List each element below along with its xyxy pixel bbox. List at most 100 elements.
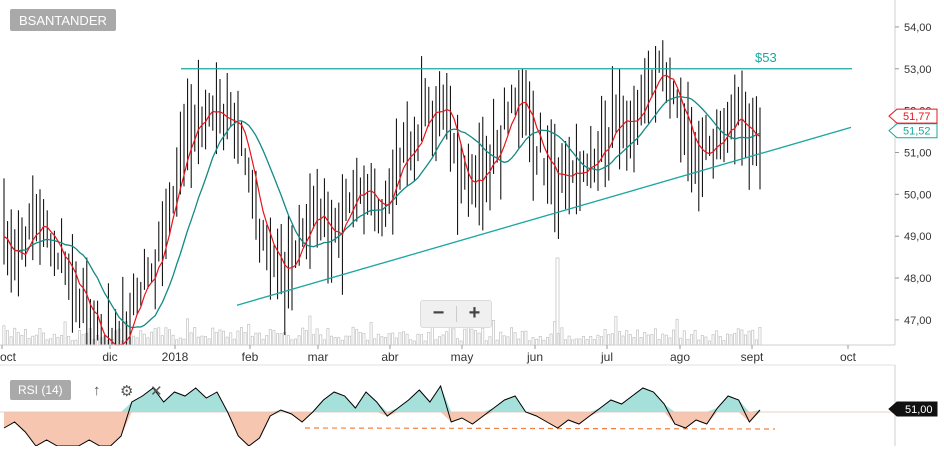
volume-bar [672, 329, 676, 346]
slow-moving-average-line [3, 96, 761, 329]
volume-bar [301, 327, 305, 346]
volume-bar [257, 332, 261, 346]
rsi-value-box [888, 401, 938, 417]
volume-bar [520, 331, 524, 346]
volume-bar [347, 335, 351, 346]
volume-bar [600, 336, 604, 346]
volume-bar [311, 334, 315, 346]
volume-bar [243, 332, 247, 346]
volume-bar [546, 337, 550, 346]
volume-bar [45, 339, 49, 346]
volume-bar [574, 338, 578, 346]
volume-bar [499, 331, 503, 346]
volume-bar [726, 333, 730, 346]
zoom-in-button[interactable]: + [468, 302, 481, 324]
volume-bar [290, 339, 294, 346]
volume-bar [664, 334, 668, 346]
volume-bar [560, 327, 564, 346]
volume-bar [265, 335, 269, 346]
volume-bar [477, 332, 481, 346]
volume-bar [337, 337, 341, 346]
volume-bar [383, 337, 387, 346]
volume-bar [744, 334, 748, 346]
volume-bar [207, 338, 211, 346]
volume-bar [52, 333, 56, 346]
volume-bar [711, 334, 715, 346]
volume-bar [221, 330, 225, 346]
volume-bar [355, 329, 359, 346]
volume-bar [621, 335, 625, 346]
volume-bar [675, 318, 679, 346]
volume-bar [528, 340, 532, 346]
volume-bar [229, 332, 233, 346]
volume-bar [247, 323, 251, 346]
trendlines [181, 68, 852, 306]
zoom-divider [456, 306, 457, 322]
close-icon[interactable]: ✕ [150, 383, 163, 400]
volume-bar [700, 335, 704, 346]
volume-bar [2, 325, 6, 346]
volume-bar [9, 336, 13, 346]
volume-bar [34, 334, 38, 346]
volume-bar [225, 336, 229, 346]
rsi-value-text: 51,00 [905, 404, 933, 416]
volume-bar [203, 336, 207, 346]
support-trendline [236, 126, 852, 306]
volume-bar [16, 332, 20, 346]
volume-bar [351, 326, 355, 346]
gear-icon[interactable]: ⚙ [120, 383, 134, 400]
volume-bar [409, 339, 413, 346]
slow-ma-price-tag-text: 51,52 [903, 126, 931, 138]
rsi-panel [0, 384, 895, 447]
volume-bar [524, 330, 528, 346]
volume-bar [632, 337, 636, 346]
x-tick-label: sept [741, 350, 764, 364]
volume-bars [2, 257, 762, 346]
labels: $53 51,52 51,77 51,00 [755, 50, 938, 417]
rsi-line [3, 384, 761, 447]
volume-bar [139, 330, 143, 346]
volume-bar [146, 337, 150, 346]
volume-bar [131, 335, 135, 346]
volume-bar [718, 336, 722, 346]
volume-bar [211, 327, 215, 346]
volume-bar [646, 334, 650, 346]
volume-bar [578, 338, 582, 346]
volume-bar [466, 326, 470, 346]
volume-bar [405, 333, 409, 346]
volume-bar [758, 327, 762, 346]
volume-bar [470, 328, 474, 346]
volume-bar [549, 333, 553, 346]
volume-bar [555, 257, 560, 346]
volume-bar [42, 332, 46, 346]
volume-bar [78, 330, 82, 346]
volume-bar [373, 338, 377, 346]
volume-bar [592, 339, 596, 346]
volume-bar [167, 329, 171, 346]
volume-bar [571, 339, 575, 346]
volume-bar [423, 340, 427, 346]
volume-bar [636, 329, 640, 346]
volume-bar [279, 333, 283, 346]
arrow-up-icon[interactable]: ↑ [93, 382, 101, 399]
volume-bar [178, 337, 182, 346]
volume-bar [261, 338, 265, 346]
y-tick-label: 47,00 [904, 315, 932, 327]
volume-bar [412, 340, 416, 346]
volume-bar [437, 336, 441, 346]
volume-bar [275, 333, 279, 346]
volume-bar [452, 328, 456, 346]
volume-bar [250, 335, 254, 346]
volume-bar [135, 337, 139, 346]
volume-bar [564, 339, 568, 346]
volume-bar [585, 339, 589, 346]
volume-bar [13, 327, 17, 346]
volume-bar [268, 329, 272, 346]
volume-bar [589, 336, 593, 346]
resistance-label: $53 [755, 50, 777, 65]
volume-bar [185, 318, 189, 346]
volume-bar [582, 335, 586, 346]
volume-bar [340, 339, 344, 346]
volume-bar [391, 332, 395, 346]
zoom-out-button[interactable]: − [432, 302, 445, 324]
